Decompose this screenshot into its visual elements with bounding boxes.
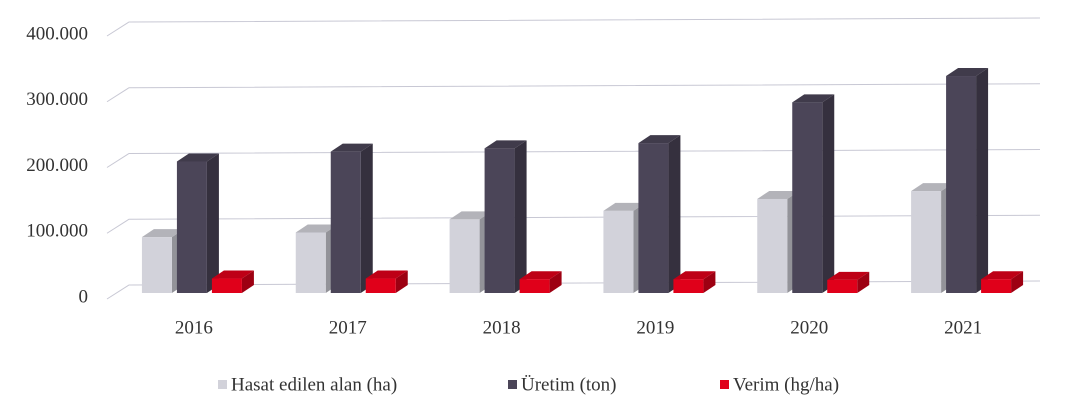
bar-top — [981, 271, 1024, 280]
x-tick-label: 2020 — [790, 317, 828, 338]
bar — [211, 278, 242, 293]
bar — [827, 279, 858, 293]
bar — [365, 278, 396, 293]
legend-swatch — [720, 380, 729, 389]
x-tick-label: 2021 — [944, 317, 982, 338]
bar — [330, 151, 361, 293]
x-tick-label: 2019 — [636, 317, 674, 338]
bar — [638, 143, 669, 293]
bar-top — [295, 224, 338, 233]
bar — [757, 198, 788, 293]
legend-label: Hasat edilen alan (ha) — [231, 374, 397, 395]
y-tick-label: 100.000 — [26, 221, 88, 242]
bar — [295, 232, 326, 293]
bar-side — [360, 143, 373, 293]
y-tick-label: 400.000 — [26, 23, 88, 44]
bar — [946, 76, 977, 294]
bar-side — [857, 271, 870, 293]
bar — [449, 219, 480, 293]
legend-label: Verim (hg/ha) — [733, 374, 839, 395]
bar-top — [757, 190, 800, 199]
bar-side — [395, 270, 408, 293]
bar-top — [141, 229, 184, 238]
y-tick-label: 300.000 — [26, 89, 88, 110]
bar — [981, 279, 1012, 293]
bar — [519, 279, 550, 293]
bar-top — [484, 140, 527, 149]
bar-top — [176, 153, 219, 162]
bar-side — [241, 270, 254, 293]
bar-side — [822, 94, 835, 293]
bar-side — [206, 153, 219, 293]
bar-top — [603, 202, 646, 211]
bar — [141, 237, 172, 293]
legend-swatch — [218, 380, 227, 389]
bar — [792, 102, 823, 293]
y-tick-label: 200.000 — [26, 155, 88, 176]
bar-top — [827, 271, 870, 280]
bar-top — [330, 143, 373, 152]
bar-top — [211, 270, 254, 279]
bar-top — [946, 68, 989, 77]
grid-line — [106, 149, 1041, 168]
bar — [673, 279, 704, 293]
bar-side — [976, 68, 989, 294]
y-tick-label: 0 — [79, 286, 89, 307]
bar-side — [703, 271, 716, 293]
bar-side — [549, 271, 562, 293]
bar — [911, 191, 942, 293]
bar-top — [911, 183, 954, 192]
bar — [603, 210, 634, 293]
grid-line — [106, 83, 1041, 103]
bar-top — [365, 270, 408, 279]
x-tick-label: 2018 — [483, 317, 521, 338]
bar-top — [638, 135, 681, 144]
bar — [176, 161, 207, 293]
bar-side — [1011, 271, 1024, 293]
x-tick-label: 2016 — [175, 317, 213, 338]
bar-top — [449, 211, 492, 220]
grid-line — [106, 214, 1041, 234]
bar-side — [514, 140, 527, 293]
bar-top — [519, 271, 562, 280]
bar-top — [673, 271, 716, 280]
x-tick-label: 2017 — [329, 317, 367, 338]
bar-side — [668, 135, 681, 293]
bar — [484, 148, 515, 293]
grid-line — [106, 17, 1041, 37]
bar-top — [792, 94, 835, 103]
legend-swatch — [508, 380, 517, 389]
grid-line — [106, 280, 1041, 300]
legend-label: Üretim (ton) — [521, 374, 617, 395]
